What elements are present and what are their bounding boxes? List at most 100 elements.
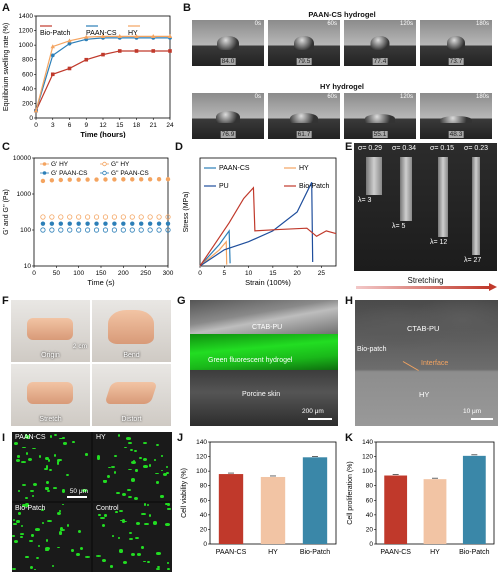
k-ylabel: Cell proliferation (%) bbox=[347, 461, 354, 524]
c-point bbox=[112, 221, 117, 226]
live-cell bbox=[104, 514, 108, 517]
c-point bbox=[165, 214, 171, 220]
live-cell bbox=[26, 452, 29, 455]
stretching-arrow bbox=[356, 286, 490, 289]
live-cell bbox=[147, 560, 151, 564]
c-point bbox=[103, 221, 108, 226]
live-cell bbox=[46, 489, 51, 492]
panel-letter-a: A bbox=[2, 2, 10, 14]
k-bar bbox=[423, 479, 447, 544]
live-cell bbox=[24, 555, 29, 559]
d-xtick-label: 15 bbox=[269, 270, 277, 277]
time-label: 0s bbox=[254, 21, 261, 27]
c-point bbox=[76, 227, 82, 233]
c-point bbox=[165, 227, 171, 233]
a-ytick-label: 1400 bbox=[19, 13, 34, 20]
live-cell bbox=[160, 494, 164, 498]
staining-image-paan-cs: PAAN-CS 50 μm bbox=[12, 432, 91, 501]
droplet bbox=[440, 115, 472, 123]
c-point bbox=[94, 221, 99, 226]
contact-angle-image-paan-2: 120s 77.4 bbox=[344, 20, 416, 66]
c-point bbox=[138, 214, 144, 220]
c-ytick-label: 10000 bbox=[13, 155, 31, 162]
a-xlabel: Time (hours) bbox=[80, 130, 126, 138]
f-scale-label: 2 cm bbox=[72, 343, 87, 350]
live-cell bbox=[21, 461, 27, 464]
c-legend-label: G' HY bbox=[51, 161, 69, 168]
c-point bbox=[49, 214, 55, 220]
live-cell bbox=[45, 539, 48, 543]
bio-patch-sample bbox=[27, 318, 73, 340]
c-point bbox=[156, 177, 162, 182]
a-point bbox=[33, 108, 39, 113]
live-cell bbox=[32, 447, 37, 450]
j-bar bbox=[218, 474, 244, 544]
a-legend-label: PAAN-CS bbox=[86, 30, 117, 37]
live-cell bbox=[84, 453, 88, 456]
panel-letter-h: H bbox=[345, 295, 353, 307]
live-cell bbox=[129, 448, 134, 452]
d-xtick-label: 25 bbox=[318, 270, 326, 277]
contact-angle-image-paan-1: 60s 79.5 bbox=[268, 20, 340, 66]
live-cell bbox=[114, 470, 117, 474]
droplet bbox=[217, 36, 239, 50]
droplet bbox=[365, 114, 395, 123]
c-point bbox=[76, 221, 81, 226]
live-cell bbox=[66, 474, 70, 477]
c-point bbox=[111, 214, 118, 220]
time-label: 180s bbox=[475, 94, 489, 100]
live-cell bbox=[20, 524, 23, 527]
patch-photo-stretch: Stretch bbox=[11, 364, 90, 426]
c-ylabel: G' and G'' (Pa) bbox=[3, 189, 10, 235]
c-point bbox=[58, 214, 64, 220]
panel-letter-g: G bbox=[177, 295, 186, 307]
live-cell bbox=[102, 523, 106, 527]
fluorescence-crosssection: CTAB-PU Green fluorescent hydrogel Porci… bbox=[190, 300, 338, 426]
c-point bbox=[147, 227, 153, 233]
live-cell bbox=[53, 453, 57, 457]
a-ytick-label: 1000 bbox=[19, 42, 34, 49]
stretched-strip bbox=[438, 157, 448, 237]
c-point bbox=[40, 214, 46, 220]
live-cell bbox=[143, 503, 147, 506]
c-point bbox=[120, 214, 126, 220]
live-cell bbox=[22, 446, 26, 449]
stretching-arrow-head bbox=[489, 283, 497, 291]
k-category-label: PAAN-CS bbox=[380, 549, 411, 556]
d-ylabel: Stress (MPa) bbox=[183, 192, 190, 233]
live-cell bbox=[59, 437, 63, 440]
patch-deformation-photos: Origin 2 cm Bend Stretch Distort bbox=[11, 300, 171, 426]
live-cell bbox=[47, 519, 52, 522]
k-bar bbox=[462, 455, 486, 544]
contact-angle-value: 61.7 bbox=[296, 131, 312, 138]
live-cell bbox=[106, 475, 110, 479]
live-cell bbox=[62, 489, 65, 493]
c-point bbox=[67, 221, 72, 226]
live-cell bbox=[141, 546, 144, 550]
j-ytick-label: 140 bbox=[196, 439, 207, 446]
h-label-interface: Interface bbox=[421, 360, 449, 367]
g-scale-bar bbox=[308, 418, 332, 420]
live-cell bbox=[143, 442, 148, 444]
panel-letter-i: I bbox=[2, 432, 6, 444]
k-ytick-label: 100 bbox=[362, 468, 373, 475]
d-xtick-label: 0 bbox=[198, 270, 202, 277]
k-ytick-label: 80 bbox=[366, 483, 374, 490]
live-cell bbox=[96, 554, 102, 557]
c-point bbox=[121, 177, 126, 182]
contact-angle-value: 77.4 bbox=[372, 58, 388, 65]
a-point bbox=[151, 49, 156, 53]
live-cell bbox=[24, 503, 30, 507]
staining-label: Control bbox=[96, 505, 119, 512]
c-ytick-label: 100 bbox=[20, 227, 31, 234]
live-cell bbox=[13, 442, 18, 446]
d-series-line-3 bbox=[199, 186, 337, 267]
live-cell bbox=[45, 465, 48, 469]
live-cell bbox=[52, 565, 55, 568]
j-bar bbox=[302, 457, 328, 544]
live-cell bbox=[19, 532, 25, 535]
c-point bbox=[112, 177, 117, 182]
live-cell bbox=[127, 495, 133, 499]
droplet bbox=[294, 36, 314, 50]
live-cell bbox=[128, 538, 133, 541]
